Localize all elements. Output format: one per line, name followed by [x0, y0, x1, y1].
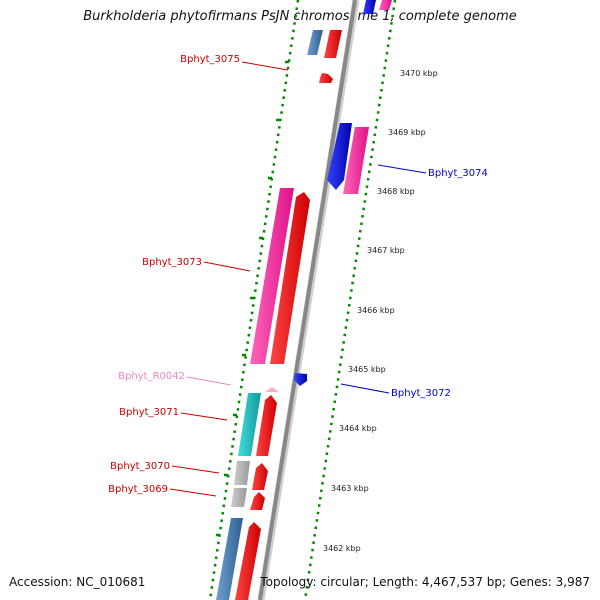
tick-label-3465: 3465 kbp	[348, 365, 386, 374]
gene-bphyt-3074[interactable]	[327, 123, 352, 190]
gene-red-3467[interactable]	[270, 192, 310, 364]
tick-label-3466: 3466 kbp	[357, 306, 395, 315]
right-dotted-track	[303, 0, 397, 600]
gene-label-bphyt-3073[interactable]: Bphyt_3073	[142, 257, 202, 268]
gene-top-red[interactable]	[324, 30, 342, 58]
gene-bphyt-3071[interactable]	[238, 393, 261, 456]
gene-label-bphyt-r0042[interactable]: Bphyt_R0042	[118, 371, 185, 382]
gene-bphyt-3075[interactable]	[319, 73, 333, 83]
gene-red-3464[interactable]	[256, 395, 277, 456]
map-title: Burkholderia phytofirmans PsJN chromosom…	[83, 9, 517, 24]
kbp-tick-labels: 3470 kbp 3469 kbp 3468 kbp 3467 kbp 3466…	[323, 69, 438, 553]
tick-label-3467: 3467 kbp	[367, 246, 405, 255]
left-tick-marks	[216, 60, 289, 537]
tick-label-3463: 3463 kbp	[331, 484, 369, 493]
tick-label-3464: 3464 kbp	[339, 424, 377, 433]
gene-bphyt-3073[interactable]	[250, 188, 294, 364]
gene-label-bphyt-3069[interactable]: Bphyt_3069	[108, 484, 168, 495]
gene-red-3463b[interactable]	[250, 492, 265, 510]
gene-bphyt-3072[interactable]	[294, 373, 307, 386]
tick-label-3470: 3470 kbp	[400, 69, 438, 78]
tick-label-3469: 3469 kbp	[388, 128, 426, 137]
gene-top-blue[interactable]	[363, 0, 376, 14]
gene-bottom-steelblue[interactable]	[216, 518, 243, 600]
gene-top-pink[interactable]	[379, 0, 392, 10]
gene-label-bphyt-3070[interactable]: Bphyt_3070	[110, 461, 170, 472]
gene-label-bphyt-3072[interactable]: Bphyt_3072	[391, 388, 451, 399]
gene-label-bphyt-3074[interactable]: Bphyt_3074	[428, 168, 488, 179]
gene-pink-3469[interactable]	[343, 127, 369, 194]
gene-bphyt-r0042[interactable]	[265, 387, 279, 392]
gene-red-3463a[interactable]	[252, 463, 268, 490]
chromosome-backbone	[258, 0, 357, 600]
label-leader-lines	[169, 61, 427, 497]
tick-label-3462: 3462 kbp	[323, 544, 361, 553]
gene-bottom-red[interactable]	[235, 522, 261, 600]
tick-label-3468: 3468 kbp	[377, 187, 415, 196]
accession-text: Accession: NC_010681	[9, 575, 146, 589]
gene-bphyt-3069[interactable]	[231, 488, 247, 507]
gene-top-steelblue[interactable]	[307, 30, 323, 55]
gene-bphyt-3070[interactable]	[234, 461, 250, 485]
gene-label-bphyt-3075[interactable]: Bphyt_3075	[180, 54, 240, 65]
topology-text: Topology: circular; Length: 4,467,537 bp…	[260, 575, 590, 589]
gene-label-bphyt-3071[interactable]: Bphyt_3071	[119, 407, 179, 418]
